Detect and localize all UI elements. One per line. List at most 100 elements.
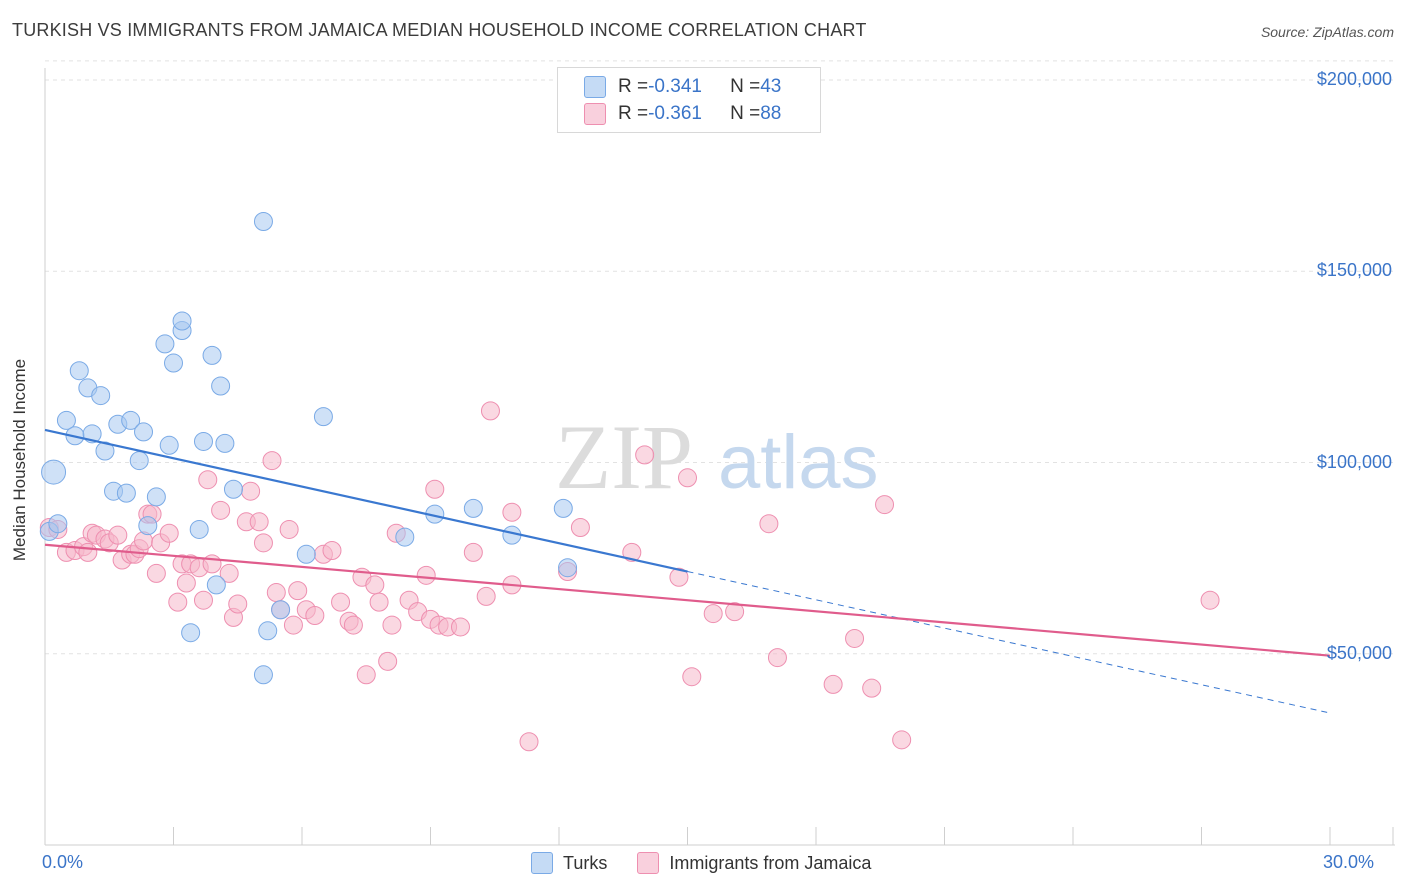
legend-swatch-jamaica	[584, 103, 606, 125]
data-point	[635, 445, 655, 465]
data-point	[193, 431, 213, 451]
series-legend-jamaica[interactable]: Immigrants from Jamaica	[637, 852, 871, 874]
x-tick-label-min: 0.0%	[42, 852, 84, 872]
data-point	[253, 212, 273, 232]
data-point	[725, 602, 745, 622]
legend-row-turks: R = -0.341 N = 43	[584, 76, 781, 98]
legend-n-label: N =	[730, 103, 761, 124]
data-point	[875, 495, 895, 515]
data-point	[313, 407, 333, 427]
data-point	[176, 573, 196, 593]
data-point	[425, 479, 445, 499]
trend-line-jamaica	[44, 543, 1331, 657]
data-point	[146, 487, 166, 507]
watermark-atlas: atlas	[718, 420, 879, 505]
data-point	[219, 563, 239, 583]
data-point	[95, 441, 115, 461]
data-point	[331, 592, 351, 612]
series-turks	[39, 212, 578, 685]
data-point	[211, 500, 231, 520]
data-point	[823, 674, 843, 694]
data-point	[78, 542, 98, 562]
data-point	[202, 345, 222, 365]
data-point	[223, 479, 243, 499]
data-point	[206, 575, 226, 595]
data-point	[356, 665, 376, 685]
data-point	[1200, 590, 1220, 610]
data-point	[322, 540, 342, 560]
series-legend-label: Turks	[563, 852, 608, 873]
series-legend: Turks Immigrants from Jamaica	[531, 852, 901, 874]
legend-n-value: 43	[760, 76, 782, 97]
y-tick-label: $150,000	[1316, 260, 1392, 281]
data-point	[189, 519, 209, 539]
data-point	[382, 615, 402, 635]
data-point	[181, 623, 201, 643]
data-point	[159, 435, 179, 455]
data-point	[622, 542, 642, 562]
data-point	[463, 498, 483, 518]
data-point	[450, 617, 470, 637]
data-point	[262, 451, 282, 471]
y-tick-label: $200,000	[1316, 69, 1392, 89]
data-point	[558, 558, 578, 578]
data-point	[279, 519, 299, 539]
x-tick-label-max: 30.0%	[1323, 852, 1375, 872]
data-point	[502, 502, 522, 522]
legend-swatch-turks	[584, 76, 606, 98]
data-point	[121, 410, 141, 430]
data-point	[845, 628, 865, 648]
data-point	[69, 361, 89, 381]
chart-source: Source: ZipAtlas.com	[1260, 24, 1394, 40]
data-point	[480, 401, 500, 421]
series-legend-swatch	[637, 852, 660, 874]
data-point	[553, 498, 573, 518]
data-point	[343, 615, 363, 635]
legend-r-label: R =	[618, 103, 649, 124]
y-axis-label: Median Household Income	[10, 358, 29, 562]
y-tick-label: $100,000	[1316, 451, 1392, 472]
data-point	[369, 592, 389, 612]
data-point	[48, 514, 68, 534]
trend-line-turks-extension	[687, 571, 1331, 714]
data-point	[463, 542, 483, 562]
legend-r-label: R =	[618, 76, 649, 97]
correlation-legend: R = -0.341 N = 43 R = -0.361 N = 88	[557, 67, 821, 133]
data-point	[116, 483, 136, 503]
data-point	[56, 410, 76, 430]
series-legend-swatch	[531, 852, 553, 874]
watermark: ZIP atlas	[555, 406, 879, 508]
data-point	[283, 615, 303, 635]
data-point	[159, 523, 179, 543]
data-point	[416, 565, 436, 585]
data-point	[168, 592, 188, 612]
data-point	[241, 481, 261, 501]
data-point	[253, 665, 273, 685]
data-point	[365, 575, 385, 595]
data-point	[129, 451, 149, 471]
data-point	[155, 334, 175, 354]
trend-layer	[44, 428, 1331, 714]
data-point	[228, 594, 248, 614]
series-legend-turks[interactable]: Turks	[531, 852, 607, 874]
grid-lines	[45, 60, 1395, 655]
data-point	[211, 376, 231, 396]
legend-n-label: N =	[730, 76, 761, 97]
chart-title: TURKISH VS IMMIGRANTS FROM JAMAICA MEDIA…	[12, 20, 867, 40]
data-point	[146, 563, 166, 583]
data-point	[669, 567, 689, 587]
legend-n-value: 88	[760, 103, 782, 124]
data-point	[198, 470, 218, 490]
data-point	[172, 311, 192, 331]
data-point	[288, 581, 308, 601]
data-point	[767, 648, 787, 668]
data-point	[271, 600, 291, 620]
data-point	[138, 516, 158, 536]
legend-r-value: -0.341	[648, 76, 702, 97]
data-point	[395, 527, 415, 547]
trend-line-turks	[44, 428, 688, 573]
data-point	[570, 518, 590, 538]
data-point	[258, 621, 278, 641]
data-point	[682, 667, 702, 687]
